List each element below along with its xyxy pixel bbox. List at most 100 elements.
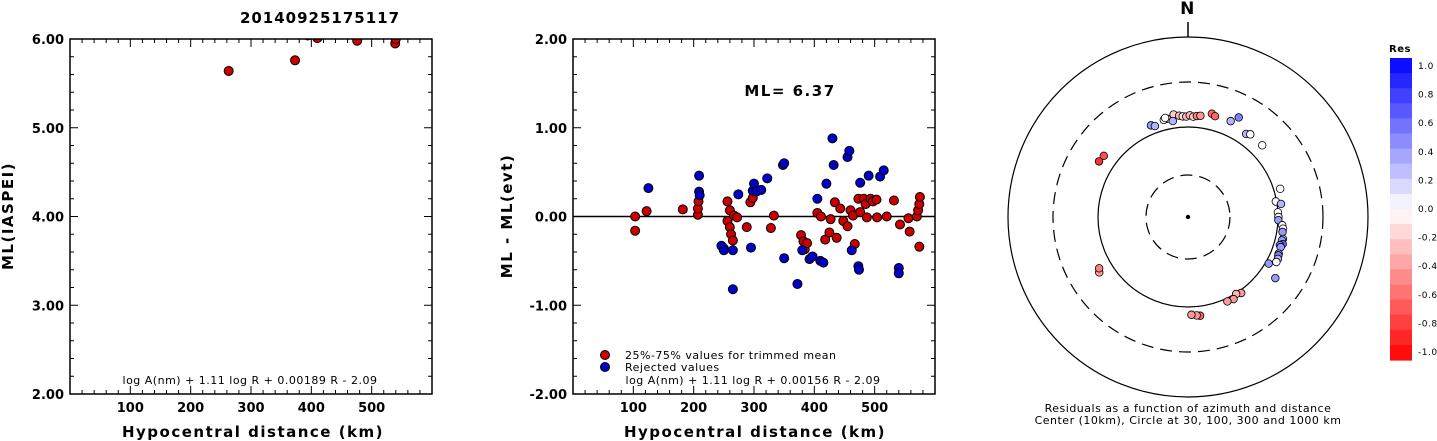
legend-marker-trimmed <box>600 350 610 360</box>
trimmed-residual-point <box>914 191 925 202</box>
trimmed-residual-point <box>802 238 813 249</box>
colorbar-cell <box>1390 193 1412 210</box>
station-residual-point <box>1276 184 1285 194</box>
p2-ytick-label: -2.00 <box>530 388 567 403</box>
colorbar-cell <box>1390 103 1412 119</box>
ring-300km <box>1052 81 1324 353</box>
p2-ytick-label: 0.00 <box>535 211 567 226</box>
trimmed-residual-point <box>829 197 840 208</box>
colorbar-tick-label: 1.0 <box>1418 62 1434 72</box>
trimmed-residual-point <box>630 225 641 236</box>
rejected-residual-point <box>779 158 790 169</box>
station-residual-point <box>1094 157 1104 166</box>
north-label: N <box>1180 0 1196 19</box>
rejected-residual-point <box>878 165 889 176</box>
colorbar-cell <box>1390 178 1412 195</box>
p2-xtick-label: 100 <box>620 401 647 416</box>
rejected-residual-point <box>727 245 738 256</box>
figure-title: 20140925175117 <box>240 9 400 27</box>
colorbar-tick-label: 0.8 <box>1418 91 1434 101</box>
rejected-residual-point <box>818 257 829 268</box>
colorbar-tick-label: 0.0 <box>1418 205 1434 215</box>
station-residual-point <box>1187 310 1196 319</box>
station-residual-point <box>1278 227 1287 237</box>
ml-point <box>352 39 363 46</box>
trimmed-residual-point <box>842 221 853 232</box>
ml-vs-distance-ylabel: ML(IASPEI) <box>0 162 17 270</box>
station-residual-point <box>1276 199 1286 209</box>
p1-ytick-label: 5.00 <box>32 122 64 137</box>
colorbar-cell <box>1390 344 1412 361</box>
trimmed-residual-point <box>727 235 738 246</box>
ml-vs-distance-frame <box>69 38 433 395</box>
rejected-residual-point <box>756 184 767 195</box>
p2-ytick-label: -1.00 <box>530 299 567 314</box>
polar-caption-line1: Residuals as a function of azimuth and d… <box>1045 402 1332 415</box>
station-residual-point <box>1234 113 1243 122</box>
trimmed-residual-point <box>835 203 846 214</box>
colorbar-tick-label: -0.2 <box>1418 234 1437 244</box>
trimmed-residual-point <box>904 226 915 237</box>
trimmed-residual-point <box>871 194 882 205</box>
legend-label-trimmed: 25%-75% values for trimmed mean <box>625 349 837 362</box>
colorbar-tick-label: -0.6 <box>1418 291 1437 301</box>
ring-30km <box>1145 174 1231 260</box>
p1-xtick-label: 100 <box>117 401 144 416</box>
residual-vs-distance-ylabel: ML - ML(evt) <box>498 154 516 278</box>
rejected-residual-point <box>828 160 839 171</box>
trimmed-residual-point <box>815 211 826 222</box>
station-residual-point <box>1264 259 1273 268</box>
colorbar-cell <box>1390 284 1412 301</box>
trimmed-residual-point <box>831 232 842 243</box>
trimmed-residual-point <box>765 223 776 234</box>
ml-point <box>290 55 301 66</box>
p2-ytick-label: 1.00 <box>535 122 567 137</box>
p2-xtick-label: 200 <box>680 401 707 416</box>
p1-xtick-label: 500 <box>358 401 385 416</box>
ml-vs-distance-formula: log A(nm) + 1.11 log R + 0.00189 R - 2.0… <box>123 374 378 387</box>
rejected-residual-point <box>855 177 866 188</box>
legend-marker-rejected <box>600 362 610 372</box>
p1-xtick-label: 200 <box>177 401 204 416</box>
rejected-residual-point <box>792 278 803 289</box>
p2-xtick-label: 300 <box>740 401 767 416</box>
rejected-residual-point <box>863 170 874 181</box>
rejected-residual-point <box>727 284 738 295</box>
trimmed-residual-point <box>895 219 906 230</box>
trimmed-residual-point <box>855 207 866 218</box>
azimuth-residual-panel: N Residuals as a function of azimuth and… <box>1007 0 1369 427</box>
rejected-residual-point <box>844 145 855 156</box>
rejected-residual-point <box>762 173 773 184</box>
residual-vs-distance-panel: 100 200 300 400 500 -2.00 -1.00 0.00 1.00 2.00 ML… <box>498 33 936 441</box>
colorbar-tick-label: 0.2 <box>1418 176 1434 186</box>
polar-caption-line2: Center (10km), Circle at 30, 100, 300 an… <box>1035 414 1342 427</box>
p1-ytick-label: 3.00 <box>32 299 64 314</box>
rejected-residual-point <box>745 242 756 253</box>
station-residual-point <box>1196 111 1205 120</box>
colorbar-cell <box>1390 299 1412 316</box>
station-residual-point <box>1226 116 1235 126</box>
colorbar-cell <box>1390 133 1412 150</box>
rejected-residual-point <box>846 245 857 256</box>
rejected-residual-point <box>821 178 832 189</box>
colorbar-cell <box>1390 254 1412 270</box>
trimmed-residual-point <box>914 241 925 252</box>
trimmed-residual-point <box>903 213 914 224</box>
station-residual-point <box>1210 111 1220 121</box>
station-residual-point <box>1246 130 1255 139</box>
colorbar-cell <box>1390 269 1412 286</box>
rejected-residual-point <box>643 183 654 194</box>
p1-ytick-label: 6.00 <box>32 33 64 48</box>
rejected-residual-point <box>694 190 705 201</box>
trimmed-residual-point <box>872 212 883 223</box>
ml-point <box>312 39 323 44</box>
colorbar-tick-label: -0.8 <box>1418 319 1437 329</box>
ml-annotation: ML= 6.37 <box>744 82 835 100</box>
rejected-residual-point <box>779 253 790 264</box>
colorbar-cell <box>1390 329 1412 346</box>
residual-vs-distance-frame <box>572 38 936 395</box>
p1-xtick-label: 300 <box>237 401 264 416</box>
station-residual-point <box>1094 264 1104 273</box>
station-residual-point <box>1099 151 1109 161</box>
rejected-residual-point <box>853 264 864 275</box>
